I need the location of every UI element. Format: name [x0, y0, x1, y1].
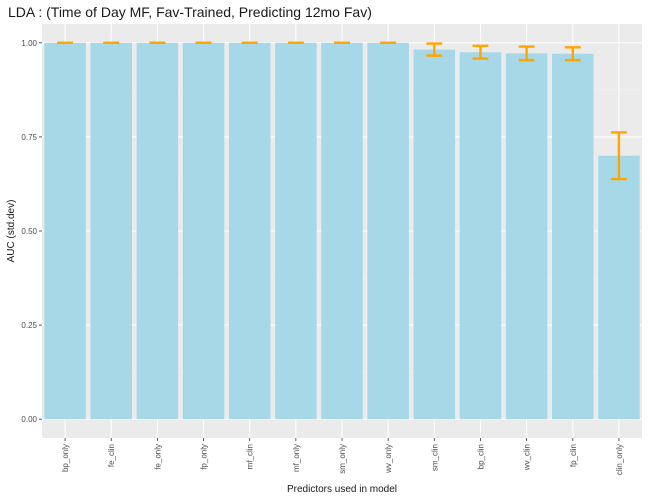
bar-sm_clin	[413, 49, 456, 420]
x-tick-label-wv_only: wv_only	[384, 444, 393, 474]
y-axis-label: AUC (std.dev)	[6, 200, 17, 263]
error-bar-sm_clin	[426, 42, 443, 57]
bar-mf_only	[275, 42, 317, 420]
x-tick-label-fe_clin: fe_clin	[107, 444, 116, 467]
x-tick-label-bp_clin: bp_clin	[476, 444, 485, 469]
bar-sm_only	[321, 42, 363, 420]
bar-wv_clin	[505, 53, 548, 420]
chart-title: LDA : (Time of Day MF, Fav-Trained, Pred…	[8, 4, 372, 20]
bar-mf_clin	[228, 42, 271, 420]
bar-wv_only	[367, 42, 409, 420]
x-tick-label-fp_only: fp_only	[200, 444, 209, 470]
error-bars	[57, 41, 627, 181]
bar-fe_only	[136, 42, 179, 420]
bar-fp_only	[182, 42, 225, 420]
y-tick-label: 0.75	[21, 133, 37, 142]
x-axis-label: Predictors used in model	[287, 484, 397, 495]
error-bar-bp_clin	[472, 44, 489, 60]
x-axis: bp_only fe_clin fe_only fp_only mf_clin mf_on…	[61, 438, 624, 475]
bar-bp_clin	[459, 52, 502, 420]
error-bar-clin_only	[611, 131, 627, 181]
error-bar-wv_clin	[518, 45, 535, 62]
bars	[44, 42, 640, 420]
bar-clin_only	[598, 155, 640, 420]
y-tick-label: 0.00	[21, 415, 37, 424]
x-tick-label-mf_only: mf_only	[292, 444, 301, 472]
x-tick-label-fp_clin: fp_clin	[569, 444, 578, 467]
x-tick-label-sm_clin: sm_clin	[430, 444, 439, 471]
x-tick-label-clin_only: clin_only	[615, 444, 624, 475]
y-axis: 0.00 0.25 0.50 0.75 1.00	[21, 39, 42, 424]
y-tick-label: 1.00	[21, 39, 37, 48]
bar-bp_only	[44, 42, 86, 420]
y-tick-label: 0.50	[21, 227, 37, 236]
x-tick-label-fe_only: fe_only	[153, 444, 162, 470]
bar-fp_clin	[552, 53, 594, 420]
bar-fe_clin	[90, 42, 132, 420]
x-tick-label-mf_clin: mf_clin	[246, 444, 255, 469]
y-tick-label: 0.25	[21, 321, 37, 330]
x-tick-label-sm_only: sm_only	[338, 444, 347, 474]
x-tick-label-wv_clin: wv_clin	[523, 444, 532, 471]
error-bar-fp_clin	[564, 46, 581, 62]
x-tick-label-bp_only: bp_only	[61, 444, 70, 472]
